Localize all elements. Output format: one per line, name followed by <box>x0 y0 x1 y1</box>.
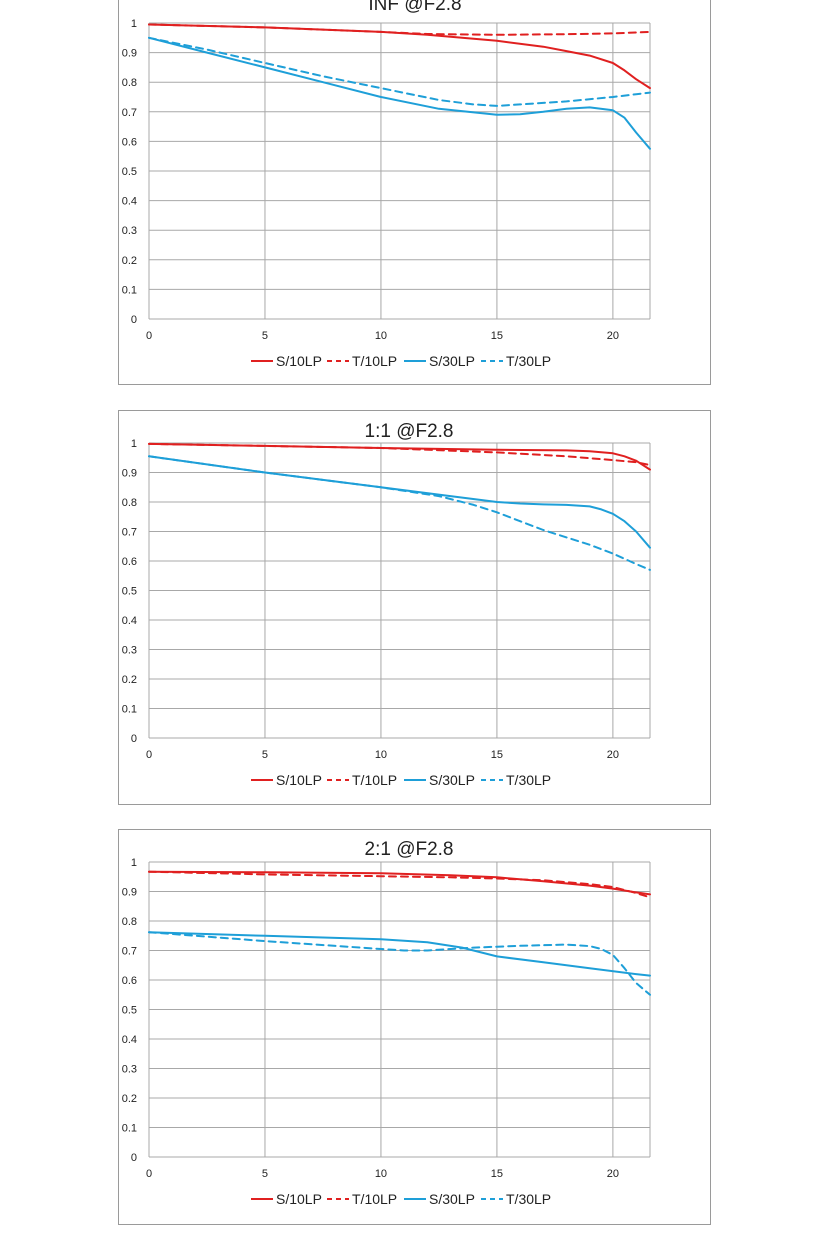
mtf-chart-inf: INF @F2.8 0 0.1 0.2 0.3 0.4 0.5 0.6 0.7 0.8 0.9 1 0… <box>118 0 711 385</box>
y-tick-label: 0 <box>131 314 137 326</box>
x-tick-label: 10 <box>375 330 387 342</box>
y-tick-label: 0 <box>131 733 137 745</box>
x-tick-label: 10 <box>375 749 387 761</box>
x-tick-label: 15 <box>491 749 503 761</box>
y-tick-label: 0.9 <box>122 48 137 60</box>
legend-label: T/10LP <box>352 1191 397 1207</box>
series-line-s-10lp <box>148 23 651 90</box>
chart-title: 2:1 @F2.8 <box>365 839 454 860</box>
y-tick-label: 1 <box>131 438 137 450</box>
legend-label: T/30LP <box>506 353 551 369</box>
y-tick-label: 0.1 <box>122 284 137 296</box>
y-tick-label: 0.5 <box>122 1005 137 1017</box>
y-tick-label: 0.5 <box>122 166 137 178</box>
x-tick-label: 20 <box>607 330 619 342</box>
legend: S/10LP T/10LP S/30LP T/30LP <box>251 353 551 369</box>
series-line-t-30lp <box>148 455 651 571</box>
chart-title: INF @F2.8 <box>368 0 461 15</box>
legend-label: S/30LP <box>429 353 475 369</box>
x-tick-label: 20 <box>607 749 619 761</box>
y-tick-label: 0.5 <box>122 586 137 598</box>
y-tick-label: 0.7 <box>122 946 137 958</box>
plot-area: 00.10.20.30.40.50.60.70.80.910 5 10 15 20 <box>122 18 651 342</box>
chart-title: 1:1 @F2.8 <box>365 421 454 442</box>
series-line-t-10lp <box>148 442 651 467</box>
legend: S/10LP T/10LP S/30LP T/30LP <box>251 1191 551 1207</box>
y-tick-label: 0.8 <box>122 497 137 509</box>
x-tick-label: 5 <box>262 1168 268 1180</box>
y-tick-label: 0.7 <box>122 527 137 539</box>
legend-label: T/10LP <box>352 353 397 369</box>
y-tick-label: 0.9 <box>122 468 137 480</box>
legend: S/10LP T/10LP S/30LP T/30LP <box>251 772 551 788</box>
mtf-chart-2-1-plot: 2:1 @F2.8 00.10.20.30.40.50.60.70.80.910… <box>122 839 651 1207</box>
y-tick-label: 0.8 <box>122 916 137 928</box>
y-tick-label: 0.2 <box>122 255 137 267</box>
x-tick-label: 0 <box>146 1168 152 1180</box>
mtf-chart-1-1-plot: 1:1 @F2.8 00.10.20.30.40.50.60.70.80.910… <box>122 421 651 788</box>
y-tick-label: 0 <box>131 1152 137 1164</box>
series-line-t-10lp <box>148 870 651 899</box>
x-tick-label: 20 <box>607 1168 619 1180</box>
y-tick-label: 0.6 <box>122 975 137 987</box>
y-tick-label: 0.6 <box>122 556 137 568</box>
legend-label: S/10LP <box>276 1191 322 1207</box>
y-tick-label: 0.3 <box>122 645 137 657</box>
mtf-chart-inf-plot: INF @F2.8 00.10.20.30.40.50.60.70.80.910… <box>122 0 651 369</box>
y-tick-label: 0.1 <box>122 704 137 716</box>
x-tick-label: 5 <box>262 749 268 761</box>
y-tick-label: 0.1 <box>122 1123 137 1135</box>
y-tick-label: 1 <box>131 18 137 30</box>
y-tick-label: 0.7 <box>122 107 137 119</box>
y-tick-label: 0.2 <box>122 1093 137 1105</box>
x-tick-label: 0 <box>146 330 152 342</box>
mtf-chart-2-1: 2:1 @F2.8 0 0.1 0.2 0.3 0.4 0.5 0.6 0.7 0.8 0.9 1 0… <box>118 829 711 1225</box>
legend-label: S/10LP <box>276 772 322 788</box>
series-line-t-30lp <box>148 36 651 107</box>
legend-label: T/30LP <box>506 1191 551 1207</box>
plot-area: 00.10.20.30.40.50.60.70.80.910 5 10 15 20 <box>122 438 651 761</box>
series-line-s-30lp <box>148 36 651 150</box>
mtf-chart-1-1: 1:1 @F2.8 0 0.1 0.2 0.3 0.4 0.5 0.6 0.7 0.8 0.9 1 0… <box>118 410 711 805</box>
legend-label: T/10LP <box>352 772 397 788</box>
y-tick-label: 0.4 <box>122 1034 137 1046</box>
legend-label: S/30LP <box>429 1191 475 1207</box>
y-tick-label: 0.4 <box>122 196 137 208</box>
y-tick-label: 0.4 <box>122 615 137 627</box>
y-tick-label: 0.3 <box>122 1064 137 1076</box>
y-tick-label: 1 <box>131 857 137 869</box>
series-line-t-30lp <box>148 931 651 996</box>
x-tick-label: 15 <box>491 330 503 342</box>
legend-label: S/30LP <box>429 772 475 788</box>
series-line-t-10lp <box>148 23 651 36</box>
x-tick-label: 10 <box>375 1168 387 1180</box>
series-line-s-30lp <box>148 931 651 977</box>
plot-area: 00.10.20.30.40.50.60.70.80.910 5 10 15 20 <box>122 857 651 1180</box>
x-tick-label: 15 <box>491 1168 503 1180</box>
y-tick-label: 0.3 <box>122 225 137 237</box>
x-tick-label: 5 <box>262 330 268 342</box>
x-tick-label: 0 <box>146 749 152 761</box>
y-tick-label: 0.9 <box>122 887 137 899</box>
legend-label: S/10LP <box>276 353 322 369</box>
y-tick-label: 0.6 <box>122 136 137 148</box>
legend-label: T/30LP <box>506 772 551 788</box>
y-tick-label: 0.8 <box>122 77 137 89</box>
y-tick-label: 0.2 <box>122 674 137 686</box>
